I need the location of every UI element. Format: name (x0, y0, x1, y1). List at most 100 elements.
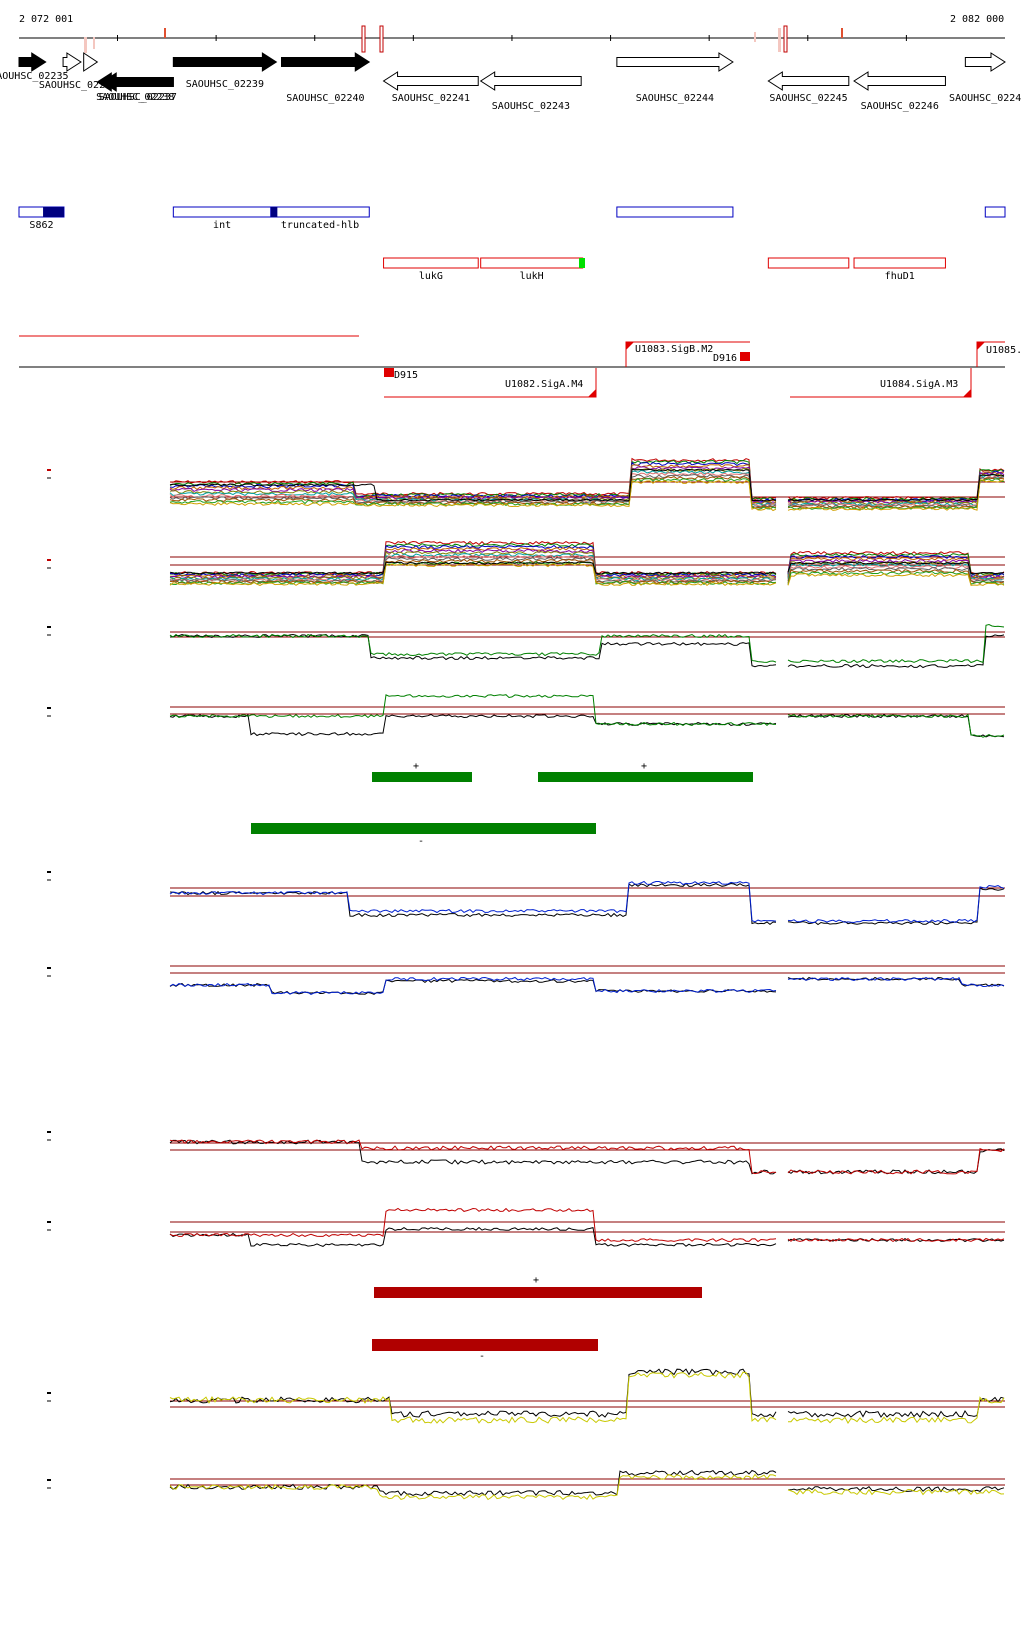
profile-line (169, 548, 777, 580)
profile-line (787, 471, 1005, 505)
tiling-bar-strand: + (641, 761, 647, 772)
profile-line (787, 713, 1005, 738)
feature-label: lukG (419, 271, 443, 282)
transcript-label: U1083.SigB.M2 (635, 344, 713, 355)
profile-track (47, 623, 1005, 669)
promoter-flag (977, 342, 985, 350)
blue-feature[interactable] (984, 206, 1006, 218)
gene-label: SAOUHSC_02239 (186, 79, 264, 90)
gene-arrow[interactable] (62, 52, 82, 72)
profile-line (169, 1139, 777, 1175)
profile-line (169, 477, 777, 510)
gene-track: AOUHSC_02235SAOUHSC_022SAOUHSC_02237SAOU… (0, 52, 1021, 112)
feature-label: truncated-hlb (281, 220, 359, 231)
axis-mark (164, 28, 166, 38)
gene-arrow[interactable] (964, 52, 1006, 72)
tiling-bar-strand: + (533, 1275, 539, 1286)
axis-start-label: 2 072 001 (19, 14, 73, 25)
profile-line (169, 459, 777, 501)
profile-line (169, 880, 777, 923)
gene-label: SAOUHSC_02237 (99, 92, 177, 103)
tiling-bar-strand: - (418, 836, 424, 847)
profile-line (787, 479, 1005, 511)
tiling-bars: + + - + - (251, 761, 753, 1362)
profile-line (787, 1147, 1005, 1175)
profile-line (787, 572, 1005, 586)
profile-track (47, 1469, 1005, 1501)
profile-line (169, 1371, 777, 1424)
gene-arrow[interactable] (83, 52, 99, 72)
axis-mark (754, 32, 756, 42)
profile-line (787, 713, 1005, 738)
profile-line (169, 554, 777, 583)
profile-line (169, 1368, 777, 1418)
profile-line (169, 472, 777, 507)
profile-line (787, 561, 1005, 575)
profile-line (787, 884, 1005, 924)
gene-arrow[interactable] (382, 71, 479, 91)
tiling-bar-strand: + (413, 761, 419, 772)
gene-arrow[interactable] (767, 71, 850, 91)
blue-feature[interactable] (172, 206, 272, 218)
axis-mark (778, 28, 781, 52)
profile-line (787, 1148, 1005, 1175)
red-feature[interactable] (383, 257, 479, 269)
profile-line (169, 882, 777, 926)
profile-line (169, 1469, 777, 1497)
profile-line (787, 566, 1005, 583)
gene-label: AOUHSC_02235 (0, 71, 68, 82)
profile-line (169, 562, 777, 587)
profile-line (169, 466, 777, 504)
profile-line (787, 634, 1005, 669)
blue-feature[interactable] (270, 206, 370, 218)
gene-arrow[interactable] (18, 52, 47, 72)
profile-line (787, 976, 1005, 988)
gene-arrow[interactable] (853, 71, 946, 91)
profile-line (787, 473, 1005, 502)
profile-line (169, 461, 777, 503)
profile-line (169, 1473, 777, 1501)
profile-line (787, 468, 1005, 500)
profile-line (787, 1486, 1005, 1493)
gene-arrow[interactable] (616, 52, 734, 72)
axis-marks (84, 25, 843, 53)
gene-label: SAOUHSC_0224 (949, 93, 1021, 104)
red-feature[interactable] (480, 257, 584, 269)
gene-label: SAOUHSC_02243 (492, 101, 570, 112)
promoter-flag (626, 342, 634, 350)
gene-label: SAOUHSC_02238 (96, 92, 174, 103)
blue-feature-track: S862 int truncated-hlb (18, 206, 1006, 231)
profile-track (47, 965, 1005, 995)
tiling-bar (372, 1339, 598, 1351)
red-feature[interactable] (767, 257, 850, 269)
tiling-bar (538, 772, 753, 782)
blue-feature-mark (43, 207, 64, 217)
profile-line (169, 468, 777, 502)
profile-track (47, 1207, 1005, 1247)
profile-line (169, 633, 777, 668)
expression-profiles (47, 457, 1005, 1501)
tiling-bar (251, 823, 596, 834)
profile-line (169, 978, 777, 995)
gene-label: SAOUHSC_02244 (636, 93, 714, 104)
gene-arrow[interactable] (479, 71, 582, 91)
profile-track (47, 540, 1005, 587)
blue-feature[interactable] (616, 206, 734, 218)
gene-arrow[interactable] (280, 52, 371, 72)
profile-track (47, 1131, 1005, 1175)
feature-label: S862 (29, 220, 53, 231)
profile-line (787, 564, 1005, 582)
axis-end-label: 2 082 000 (950, 14, 1004, 25)
profile-line (787, 1237, 1005, 1242)
profile-line (787, 469, 1005, 502)
transcript-label: U1084.SigA.M3 (880, 379, 958, 390)
profile-line (169, 976, 777, 995)
red-feature[interactable] (853, 257, 946, 269)
profile-line (169, 1139, 777, 1175)
blue-feature-mark (270, 207, 278, 217)
profile-line (787, 562, 1005, 581)
promoter-flag (588, 389, 596, 397)
gene-arrow[interactable] (96, 72, 174, 92)
gene-arrow[interactable] (172, 52, 278, 72)
